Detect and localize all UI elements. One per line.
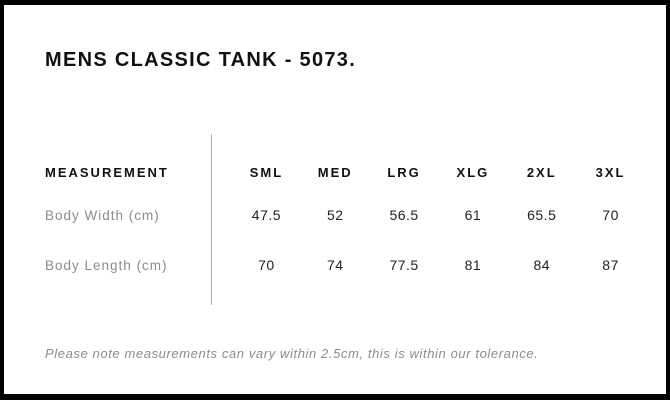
body-length-xlg: 81 (464, 257, 482, 273)
column-header-sml: SML (249, 165, 284, 180)
body-length-med: 74 (326, 257, 344, 273)
table-divider-line (211, 134, 212, 305)
row-label-body-width: Body Width (cm) (45, 208, 160, 223)
column-header-measurement: MEASUREMENT (45, 165, 169, 180)
table-header-row: MEASUREMENT SML MED LRG XLG 2XL 3XL (45, 165, 645, 180)
body-width-sml: 47.5 (251, 207, 282, 223)
body-length-lrg: 77.5 (389, 257, 419, 273)
column-header-3xl: 3XL (595, 165, 626, 180)
page-title: MENS CLASSIC TANK - 5073. (45, 49, 357, 71)
size-chart-table: MEASUREMENT SML MED LRG XLG 2XL 3XL Body… (45, 134, 645, 305)
body-width-med: 52 (326, 207, 344, 223)
column-header-xlg: XLG (456, 165, 490, 180)
body-width-2xl: 65.5 (527, 207, 557, 223)
body-length-sml: 70 (258, 257, 275, 273)
body-width-lrg: 56.5 (389, 207, 419, 223)
body-width-3xl: 70 (602, 207, 619, 223)
table-row-body-width: Body Width (cm) 47.5 52 56.5 61 65.5 70 (45, 207, 645, 223)
column-header-med: MED (317, 165, 353, 180)
tolerance-note: Please note measurements can vary within… (45, 346, 539, 361)
table-row-body-length: Body Length (cm) 70 74 77.5 81 84 87 (45, 257, 645, 273)
body-length-3xl: 87 (602, 257, 619, 273)
column-header-2xl: 2XL (526, 165, 557, 180)
column-header-lrg: LRG (387, 165, 421, 180)
body-length-2xl: 84 (533, 257, 551, 273)
row-label-body-length: Body Length (cm) (45, 258, 168, 273)
body-width-xlg: 61 (464, 207, 482, 223)
